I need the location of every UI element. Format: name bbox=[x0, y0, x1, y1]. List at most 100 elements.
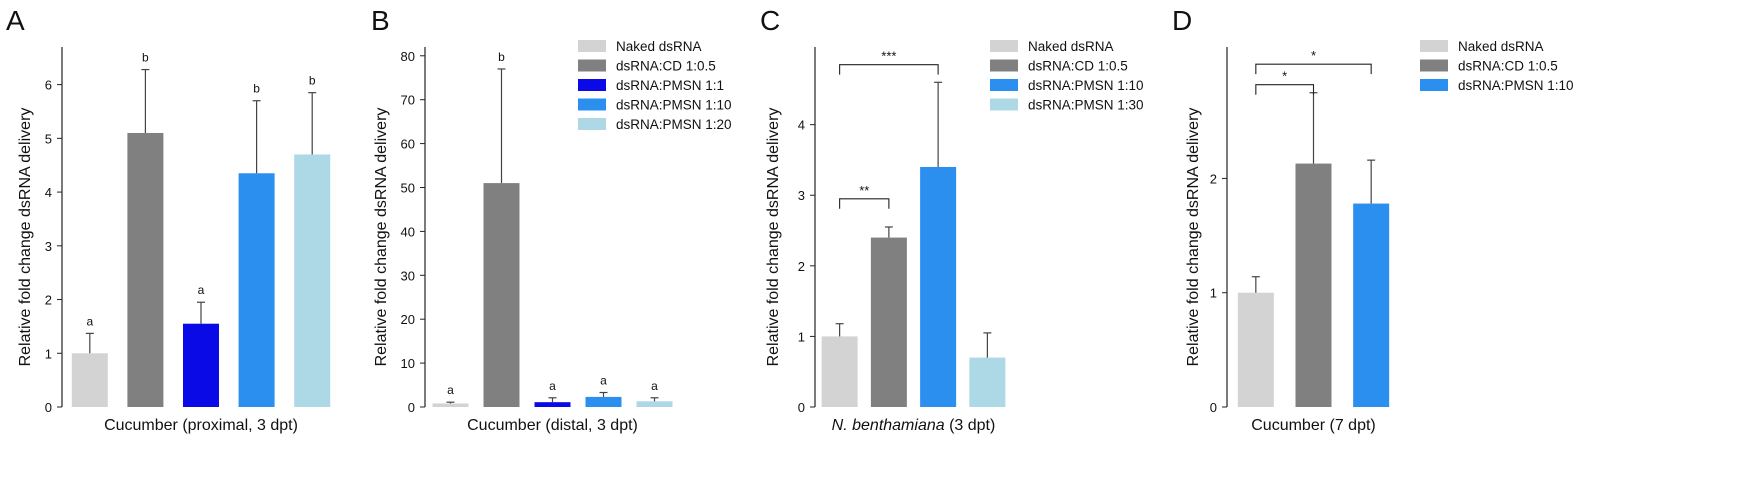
legend-swatch bbox=[578, 79, 606, 91]
legend-label: dsRNA:PMSN 1:10 bbox=[616, 98, 732, 113]
y-tick-label: 20 bbox=[401, 312, 415, 327]
bar bbox=[534, 402, 571, 407]
significance-letter: a bbox=[549, 379, 556, 393]
y-tick-label: 40 bbox=[401, 224, 415, 239]
panel-D: D 0 1 2 Relative fold change dsRNA delivery C… bbox=[1172, 5, 1574, 434]
significance-letter: b bbox=[253, 82, 260, 96]
legend-label: dsRNA:PMSN 1:10 bbox=[1458, 78, 1574, 93]
bar bbox=[870, 237, 907, 407]
significance-bracket bbox=[839, 64, 939, 75]
significance-stars: ** bbox=[859, 183, 869, 198]
x-axis-label-text: Cucumber (distal, 3 dpt) bbox=[467, 417, 638, 434]
x-axis-label: N. benthamiana (3 dpt) bbox=[832, 417, 996, 434]
legend: Naked dsRNA dsRNA:CD 1:0.5 dsRNA:PMSN 1:10… bbox=[990, 39, 1144, 113]
significance-letter: a bbox=[651, 379, 658, 393]
bar bbox=[969, 357, 1006, 407]
significance-bracket bbox=[1255, 84, 1315, 95]
x-axis-label-text: Cucumber (7 dpt) bbox=[1251, 417, 1376, 434]
y-tick-label: 2 bbox=[1210, 171, 1217, 186]
panel-letter: D bbox=[1172, 5, 1192, 36]
y-tick-label: 3 bbox=[798, 188, 805, 203]
y-tick-label: 1 bbox=[45, 346, 52, 361]
bar bbox=[821, 336, 858, 407]
panel-C: C 0 1 2 3 4 Relative fold change dsRNA deliver… bbox=[760, 5, 1144, 434]
y-axis-label: Relative fold change dsRNA delivery bbox=[765, 108, 782, 367]
y-axis-label: Relative fold change dsRNA delivery bbox=[17, 108, 34, 367]
significance-letter: a bbox=[600, 374, 607, 388]
bar bbox=[1237, 292, 1274, 407]
y-tick-label: 2 bbox=[798, 259, 805, 274]
bar bbox=[636, 401, 673, 407]
x-axis-label-text: Cucumber (proximal, 3 dpt) bbox=[104, 417, 298, 434]
x-axis-label: Cucumber (proximal, 3 dpt) bbox=[104, 417, 298, 434]
legend-swatch bbox=[990, 79, 1018, 91]
significance-letter: b bbox=[498, 50, 505, 64]
y-axis-label: Relative fold change dsRNA delivery bbox=[373, 108, 390, 367]
bar bbox=[71, 353, 108, 407]
y-tick-label: 10 bbox=[401, 356, 415, 371]
legend-swatch bbox=[578, 98, 606, 111]
legend-swatch bbox=[1420, 40, 1448, 52]
significance-bracket bbox=[1255, 63, 1372, 75]
y-tick-label: 50 bbox=[401, 180, 415, 195]
legend-swatch bbox=[1420, 59, 1448, 72]
bar bbox=[1295, 163, 1332, 407]
legend: Naked dsRNA dsRNA:CD 1:0.5 dsRNA:PMSN 1:1 d… bbox=[578, 39, 732, 132]
legend-swatch bbox=[578, 118, 606, 130]
legend-label: dsRNA:PMSN 1:1 bbox=[616, 78, 724, 93]
significance-letter: b bbox=[309, 74, 316, 88]
bar bbox=[238, 173, 275, 407]
y-tick-label: 5 bbox=[45, 131, 52, 146]
bar bbox=[127, 132, 164, 407]
y-tick-label: 0 bbox=[45, 400, 52, 415]
y-tick-label: 1 bbox=[798, 329, 805, 344]
x-axis-label: Cucumber (distal, 3 dpt) bbox=[467, 417, 638, 434]
legend-label: dsRNA:PMSN 1:20 bbox=[616, 117, 732, 132]
legend-swatch bbox=[990, 40, 1018, 52]
legend-swatch bbox=[578, 59, 606, 72]
y-tick-label: 1 bbox=[1210, 286, 1217, 301]
panel-letter: B bbox=[371, 5, 390, 36]
legend-label: dsRNA:CD 1:0.5 bbox=[1458, 59, 1558, 74]
legend-label: dsRNA:CD 1:0.5 bbox=[1028, 59, 1128, 74]
bar bbox=[1353, 203, 1390, 407]
bar bbox=[920, 167, 957, 407]
y-tick-label: 30 bbox=[401, 268, 415, 283]
legend-swatch bbox=[578, 40, 606, 52]
legend-label: Naked dsRNA bbox=[616, 39, 702, 54]
y-tick-label: 2 bbox=[45, 293, 52, 308]
y-tick-label: 6 bbox=[45, 78, 52, 93]
legend-label: dsRNA:PMSN 1:30 bbox=[1028, 98, 1144, 113]
significance-letter: a bbox=[198, 283, 205, 297]
bar bbox=[585, 396, 622, 407]
y-tick-label: 70 bbox=[401, 93, 415, 108]
panel-A: A 0 1 2 3 4 5 6 Relative fold change dsRNA deliv… bbox=[6, 5, 331, 434]
y-tick-label: 60 bbox=[401, 137, 415, 152]
panel-letter: C bbox=[760, 5, 780, 36]
bar bbox=[294, 154, 331, 407]
legend: Naked dsRNA dsRNA:CD 1:0.5 dsRNA:PMSN 1:10 bbox=[1420, 39, 1574, 93]
panel-letter: A bbox=[6, 5, 25, 36]
significance-stars: * bbox=[1311, 48, 1316, 63]
y-tick-label: 4 bbox=[45, 185, 52, 200]
significance-stars: *** bbox=[881, 49, 896, 64]
legend-swatch bbox=[990, 98, 1018, 111]
x-axis-label: Cucumber (7 dpt) bbox=[1251, 417, 1376, 434]
significance-stars: * bbox=[1282, 69, 1287, 84]
bar bbox=[483, 183, 520, 407]
legend-label: Naked dsRNA bbox=[1458, 39, 1544, 54]
significance-letter: a bbox=[86, 314, 93, 328]
legend-swatch bbox=[1420, 79, 1448, 91]
legend-label: dsRNA:CD 1:0.5 bbox=[616, 59, 716, 74]
legend-swatch bbox=[990, 59, 1018, 72]
panel-B: B 0 10 20 30 40 50 60 70 80 Relative fold change d… bbox=[371, 5, 732, 434]
legend-label: Naked dsRNA bbox=[1028, 39, 1114, 54]
bar bbox=[183, 323, 219, 407]
y-tick-label: 0 bbox=[1210, 400, 1217, 415]
significance-letter: b bbox=[142, 51, 149, 65]
y-tick-label: 3 bbox=[45, 239, 52, 254]
significance-letter: a bbox=[447, 383, 454, 397]
x-axis-label-text: (3 dpt) bbox=[949, 417, 995, 434]
y-tick-label: 4 bbox=[798, 118, 805, 133]
